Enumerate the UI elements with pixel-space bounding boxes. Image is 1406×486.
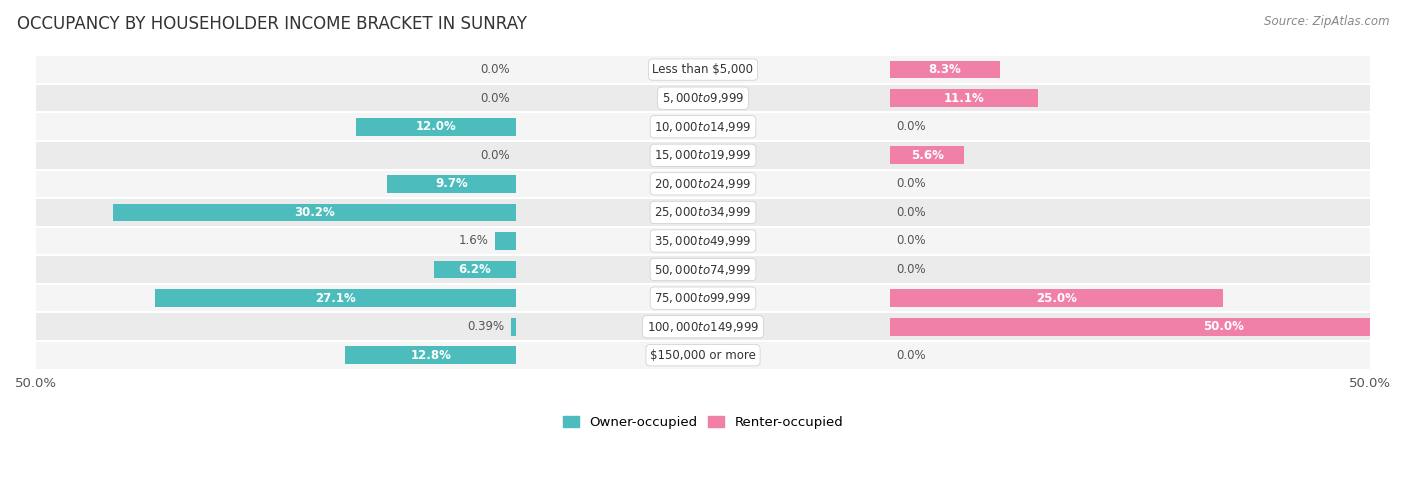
Text: 0.0%: 0.0% bbox=[479, 92, 509, 104]
Text: 6.2%: 6.2% bbox=[458, 263, 491, 276]
Text: 9.7%: 9.7% bbox=[436, 177, 468, 191]
Bar bbox=[114, 204, 516, 221]
Text: $10,000 to $14,999: $10,000 to $14,999 bbox=[654, 120, 752, 134]
Text: 0.39%: 0.39% bbox=[467, 320, 505, 333]
Text: Less than $5,000: Less than $5,000 bbox=[652, 63, 754, 76]
Bar bbox=[433, 260, 516, 278]
Text: 0.0%: 0.0% bbox=[897, 263, 927, 276]
Bar bbox=[37, 84, 1369, 112]
Bar bbox=[346, 347, 516, 364]
Text: $150,000 or more: $150,000 or more bbox=[650, 349, 756, 362]
Text: $15,000 to $19,999: $15,000 to $19,999 bbox=[654, 148, 752, 162]
Bar bbox=[37, 255, 1369, 284]
Text: 25.0%: 25.0% bbox=[1036, 292, 1077, 305]
Text: $25,000 to $34,999: $25,000 to $34,999 bbox=[654, 206, 752, 219]
Text: 50.0%: 50.0% bbox=[1202, 320, 1244, 333]
Text: 0.0%: 0.0% bbox=[479, 63, 509, 76]
Text: $35,000 to $49,999: $35,000 to $49,999 bbox=[654, 234, 752, 248]
Text: 12.8%: 12.8% bbox=[411, 349, 451, 362]
Text: $5,000 to $9,999: $5,000 to $9,999 bbox=[662, 91, 744, 105]
Bar bbox=[37, 226, 1369, 255]
Text: $75,000 to $99,999: $75,000 to $99,999 bbox=[654, 291, 752, 305]
Text: 12.0%: 12.0% bbox=[416, 120, 457, 133]
Bar bbox=[37, 284, 1369, 312]
Bar bbox=[37, 170, 1369, 198]
Bar bbox=[37, 312, 1369, 341]
Text: 8.3%: 8.3% bbox=[929, 63, 962, 76]
Bar bbox=[387, 175, 516, 193]
Bar bbox=[356, 118, 516, 136]
Text: $20,000 to $24,999: $20,000 to $24,999 bbox=[654, 177, 752, 191]
Bar bbox=[37, 341, 1369, 369]
Text: OCCUPANCY BY HOUSEHOLDER INCOME BRACKET IN SUNRAY: OCCUPANCY BY HOUSEHOLDER INCOME BRACKET … bbox=[17, 15, 527, 33]
Text: 0.0%: 0.0% bbox=[897, 206, 927, 219]
Bar bbox=[37, 141, 1369, 170]
Bar bbox=[890, 89, 1038, 107]
Bar bbox=[37, 198, 1369, 226]
Bar bbox=[37, 55, 1369, 84]
Text: 0.0%: 0.0% bbox=[479, 149, 509, 162]
Text: 30.2%: 30.2% bbox=[294, 206, 335, 219]
Bar bbox=[890, 61, 1001, 78]
Bar bbox=[37, 112, 1369, 141]
Text: 0.0%: 0.0% bbox=[897, 234, 927, 247]
Text: Source: ZipAtlas.com: Source: ZipAtlas.com bbox=[1264, 15, 1389, 28]
Bar bbox=[890, 318, 1406, 335]
Text: 27.1%: 27.1% bbox=[315, 292, 356, 305]
Text: 0.0%: 0.0% bbox=[897, 120, 927, 133]
Text: $100,000 to $149,999: $100,000 to $149,999 bbox=[647, 320, 759, 334]
Bar bbox=[890, 146, 965, 164]
Text: 0.0%: 0.0% bbox=[897, 177, 927, 191]
Bar bbox=[155, 289, 516, 307]
Text: $50,000 to $74,999: $50,000 to $74,999 bbox=[654, 262, 752, 277]
Bar bbox=[510, 318, 516, 335]
Bar bbox=[495, 232, 516, 250]
Text: 0.0%: 0.0% bbox=[897, 349, 927, 362]
Text: 11.1%: 11.1% bbox=[943, 92, 984, 104]
Legend: Owner-occupied, Renter-occupied: Owner-occupied, Renter-occupied bbox=[558, 411, 848, 434]
Text: 5.6%: 5.6% bbox=[911, 149, 943, 162]
Text: 1.6%: 1.6% bbox=[458, 234, 488, 247]
Bar bbox=[890, 289, 1223, 307]
